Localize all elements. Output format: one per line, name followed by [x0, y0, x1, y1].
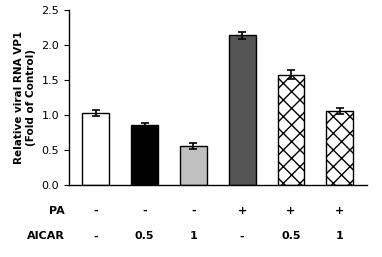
Bar	[229, 35, 256, 185]
Text: 0.5: 0.5	[281, 232, 301, 241]
Bar	[278, 75, 304, 185]
Text: +: +	[335, 206, 345, 216]
Bar	[131, 125, 158, 185]
Text: +: +	[286, 206, 296, 216]
Text: PA: PA	[49, 206, 65, 216]
Text: -: -	[191, 206, 196, 216]
Text: +: +	[238, 206, 247, 216]
Y-axis label: Relative viral RNA VP1
(Fold of Control): Relative viral RNA VP1 (Fold of Control)	[14, 31, 36, 164]
Text: 1: 1	[336, 232, 344, 241]
Text: -: -	[142, 206, 147, 216]
Text: -: -	[94, 206, 98, 216]
Bar	[82, 113, 109, 185]
Text: AICAR: AICAR	[27, 232, 65, 241]
Bar	[326, 111, 353, 185]
Text: 0.5: 0.5	[135, 232, 154, 241]
Text: -: -	[240, 232, 244, 241]
Bar	[180, 146, 207, 185]
Text: -: -	[94, 232, 98, 241]
Text: 1: 1	[189, 232, 197, 241]
